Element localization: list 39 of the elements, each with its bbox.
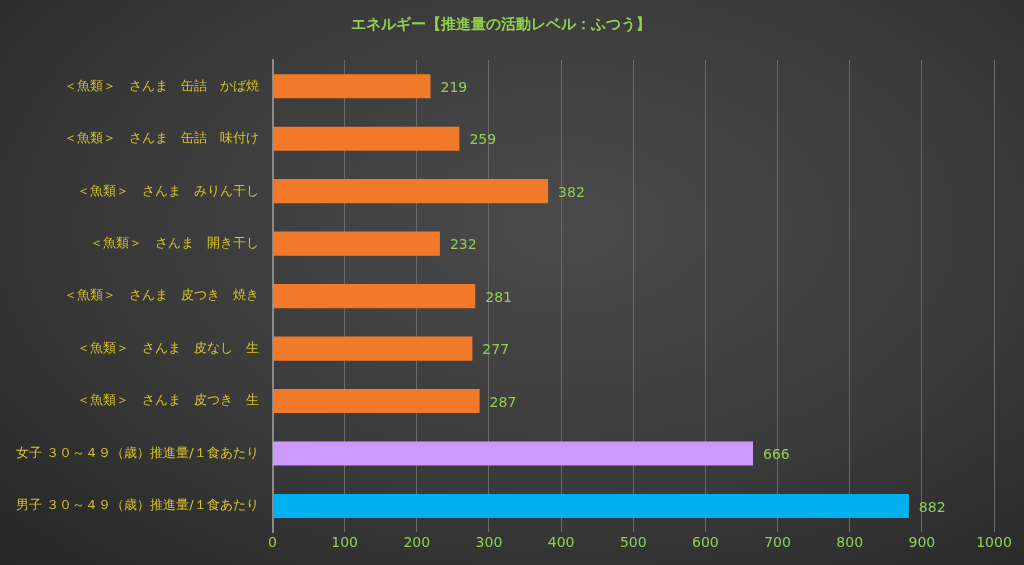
data-label: 281 bbox=[485, 288, 512, 305]
y-tick-label: ＜魚類＞ さんま 缶詰 味付け bbox=[63, 130, 259, 146]
bar bbox=[273, 284, 476, 309]
bar bbox=[273, 231, 440, 256]
x-tick-label: 600 bbox=[692, 534, 719, 551]
y-tick-label: ＜魚類＞ さんま 皮なし 生 bbox=[76, 339, 259, 355]
y-tick-label: ＜魚類＞ さんま 皮つき 生 bbox=[76, 392, 259, 408]
x-tick-label: 500 bbox=[619, 534, 647, 551]
x-tick-label: 0 bbox=[268, 534, 277, 551]
bar bbox=[273, 388, 480, 414]
x-tick-label: 200 bbox=[403, 534, 431, 551]
x-tick-label: 1000 bbox=[976, 534, 1012, 551]
x-tick-label: 400 bbox=[547, 534, 575, 551]
y-tick-label: 男子 ３０～４９（歳）推進量/１食あたり bbox=[16, 497, 259, 513]
x-tick-label: 100 bbox=[331, 534, 359, 551]
data-label: 277 bbox=[482, 341, 510, 358]
bar bbox=[273, 74, 431, 99]
x-tick-label: 700 bbox=[764, 534, 791, 551]
y-tick-label: ＜魚類＞ さんま みりん干し bbox=[76, 182, 259, 198]
x-tick-label: 300 bbox=[475, 534, 503, 551]
data-label: 666 bbox=[763, 446, 790, 463]
bar bbox=[273, 126, 460, 151]
y-tick-label: ＜魚類＞ さんま 開き干し bbox=[89, 235, 259, 251]
data-label: 259 bbox=[469, 131, 497, 148]
bar bbox=[273, 441, 754, 466]
data-label: 882 bbox=[918, 498, 946, 515]
bar bbox=[273, 336, 473, 361]
bar bbox=[273, 179, 549, 204]
data-label: 232 bbox=[449, 236, 477, 253]
y-tick-label: 女子 ３０～４９（歳）推進量/１食あたり bbox=[16, 444, 259, 460]
x-tick-label: 800 bbox=[836, 534, 864, 551]
y-tick-label: ＜魚類＞ さんま 缶詰 かば焼 bbox=[63, 77, 259, 93]
chart-title: エネルギー【推進量の活動レベル：ふつう】 bbox=[351, 14, 651, 33]
data-label: 382 bbox=[558, 183, 585, 200]
data-label: 219 bbox=[440, 78, 468, 95]
x-tick-label: 900 bbox=[908, 534, 936, 551]
bar bbox=[273, 493, 909, 519]
data-label: 287 bbox=[489, 393, 517, 410]
y-tick-label: ＜魚類＞ さんま 皮つき 焼き bbox=[63, 287, 259, 303]
